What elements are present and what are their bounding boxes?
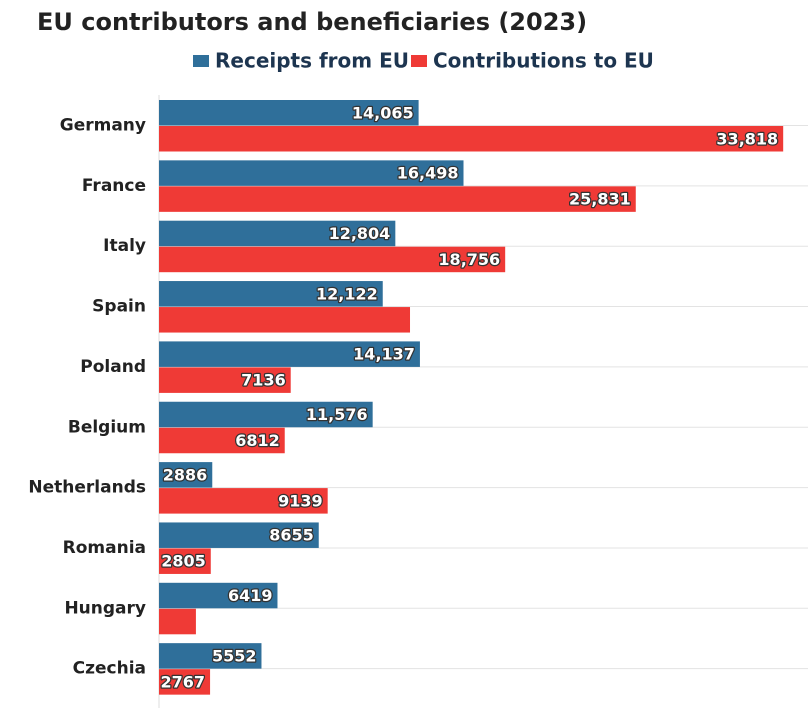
category-label: Netherlands	[28, 478, 146, 498]
bar	[159, 186, 636, 212]
value-label: 7136	[241, 371, 286, 390]
bar	[159, 669, 211, 695]
bar	[159, 367, 291, 393]
value-label: 9139	[278, 491, 323, 510]
category-label: Romania	[63, 538, 146, 558]
value-label: 2886	[163, 465, 208, 484]
legend-label: Contributions to EU	[433, 49, 654, 73]
bar	[159, 608, 196, 635]
chart-title: EU contributors and beneficiaries (2023)	[37, 8, 587, 36]
bar	[159, 582, 278, 609]
bar	[159, 281, 383, 307]
bar	[159, 307, 411, 333]
value-label: 16,498	[397, 164, 459, 183]
bar	[159, 126, 784, 152]
bar	[159, 401, 373, 428]
category-label: Belgium	[68, 417, 146, 437]
value-label: 6419	[228, 586, 273, 605]
bar	[159, 548, 211, 574]
category-label: Poland	[80, 357, 146, 377]
value-label: 12,122	[316, 284, 378, 303]
legend-label: Receipts from EU	[215, 49, 409, 73]
category-label: Italy	[103, 236, 146, 256]
value-label: 8655	[269, 526, 314, 545]
bar	[159, 160, 464, 186]
category-label: Hungary	[64, 598, 146, 618]
legend-swatch	[411, 55, 427, 67]
legend-swatch	[193, 55, 209, 67]
bar	[159, 100, 419, 126]
value-label: 6812	[235, 431, 280, 450]
value-label: 12,804	[329, 224, 391, 243]
value-label: 2767	[161, 672, 206, 691]
value-label: 5552	[212, 646, 257, 665]
category-label: Spain	[92, 297, 146, 317]
bar	[159, 341, 420, 367]
value-label: 25,831	[569, 190, 631, 209]
category-label: Czechia	[73, 659, 146, 679]
bar	[159, 246, 506, 273]
value-label: 14,137	[353, 345, 415, 364]
value-label: 2805	[161, 552, 206, 571]
value-label: 11,576	[306, 405, 368, 424]
bar	[159, 488, 328, 514]
value-label: 33,818	[716, 129, 778, 148]
value-label: 14,065	[352, 103, 414, 122]
bar	[159, 522, 319, 548]
category-label: France	[82, 176, 146, 196]
category-label: Germany	[60, 116, 146, 136]
bar	[159, 462, 213, 488]
value-label: 18,756	[438, 250, 500, 269]
bar	[159, 643, 262, 669]
bar	[159, 220, 396, 247]
bar	[159, 427, 285, 454]
